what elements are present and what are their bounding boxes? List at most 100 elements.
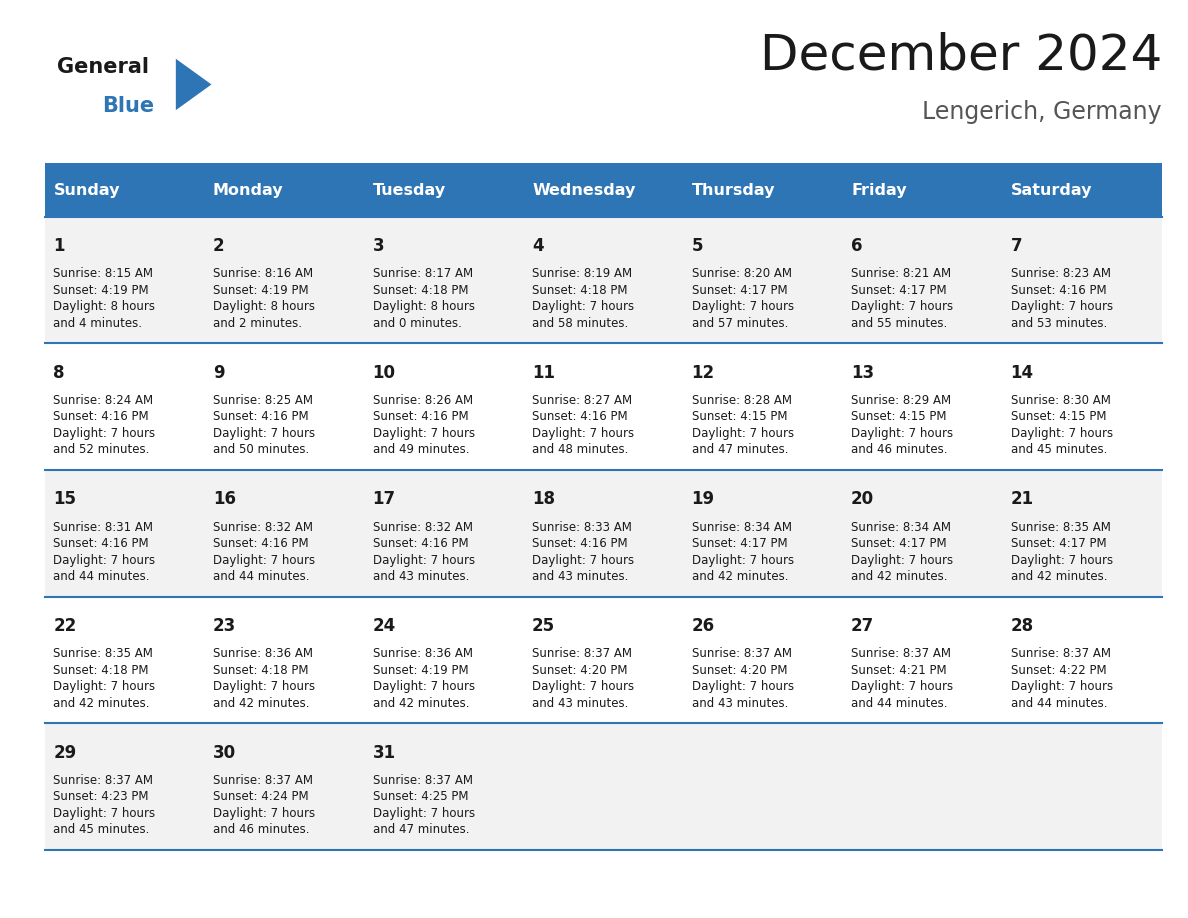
Text: Daylight: 7 hours: Daylight: 7 hours xyxy=(53,680,156,693)
Text: General: General xyxy=(57,58,148,77)
Text: Daylight: 8 hours: Daylight: 8 hours xyxy=(373,300,474,313)
Text: and 49 minutes.: and 49 minutes. xyxy=(373,443,469,456)
Text: Sunrise: 8:37 AM: Sunrise: 8:37 AM xyxy=(851,647,952,660)
Text: Sunset: 4:16 PM: Sunset: 4:16 PM xyxy=(53,410,148,423)
Text: Daylight: 7 hours: Daylight: 7 hours xyxy=(851,554,953,566)
Text: Sunset: 4:16 PM: Sunset: 4:16 PM xyxy=(53,537,148,550)
Text: Sunrise: 8:15 AM: Sunrise: 8:15 AM xyxy=(53,267,153,280)
Text: and 42 minutes.: and 42 minutes. xyxy=(691,570,788,583)
Text: Sunrise: 8:23 AM: Sunrise: 8:23 AM xyxy=(1011,267,1111,280)
Text: and 48 minutes.: and 48 minutes. xyxy=(532,443,628,456)
Text: Sunrise: 8:17 AM: Sunrise: 8:17 AM xyxy=(373,267,473,280)
Bar xyxy=(524,163,683,217)
Text: 9: 9 xyxy=(213,364,225,382)
Text: Sunrise: 8:26 AM: Sunrise: 8:26 AM xyxy=(373,394,473,407)
Text: Sunset: 4:19 PM: Sunset: 4:19 PM xyxy=(213,284,309,297)
Text: Daylight: 7 hours: Daylight: 7 hours xyxy=(532,427,634,440)
Text: Daylight: 7 hours: Daylight: 7 hours xyxy=(1011,300,1113,313)
Text: 27: 27 xyxy=(851,617,874,635)
Text: Daylight: 7 hours: Daylight: 7 hours xyxy=(1011,554,1113,566)
Text: Saturday: Saturday xyxy=(1011,183,1092,197)
Text: 26: 26 xyxy=(691,617,715,635)
Bar xyxy=(45,723,1162,850)
Text: and 44 minutes.: and 44 minutes. xyxy=(213,570,310,583)
Text: 12: 12 xyxy=(691,364,715,382)
Text: Sunrise: 8:36 AM: Sunrise: 8:36 AM xyxy=(373,647,473,660)
Text: and 44 minutes.: and 44 minutes. xyxy=(851,697,948,710)
Text: Sunset: 4:20 PM: Sunset: 4:20 PM xyxy=(691,664,788,677)
Text: Daylight: 7 hours: Daylight: 7 hours xyxy=(53,427,156,440)
Text: 31: 31 xyxy=(373,744,396,762)
Text: 15: 15 xyxy=(53,490,76,509)
Text: Monday: Monday xyxy=(213,183,284,197)
Text: Tuesday: Tuesday xyxy=(373,183,446,197)
Text: Sunset: 4:16 PM: Sunset: 4:16 PM xyxy=(213,410,309,423)
Text: Friday: Friday xyxy=(851,183,906,197)
Text: 17: 17 xyxy=(373,490,396,509)
Text: Daylight: 7 hours: Daylight: 7 hours xyxy=(213,554,315,566)
Text: Sunset: 4:24 PM: Sunset: 4:24 PM xyxy=(213,790,309,803)
Text: 23: 23 xyxy=(213,617,236,635)
Bar xyxy=(45,163,204,217)
Text: Daylight: 7 hours: Daylight: 7 hours xyxy=(1011,680,1113,693)
Bar xyxy=(45,343,1162,470)
Text: Sunrise: 8:21 AM: Sunrise: 8:21 AM xyxy=(851,267,952,280)
Text: Daylight: 7 hours: Daylight: 7 hours xyxy=(373,680,475,693)
Text: 24: 24 xyxy=(373,617,396,635)
Text: and 43 minutes.: and 43 minutes. xyxy=(532,697,628,710)
Bar xyxy=(45,470,1162,597)
Text: and 52 minutes.: and 52 minutes. xyxy=(53,443,150,456)
Text: Sunrise: 8:32 AM: Sunrise: 8:32 AM xyxy=(213,521,312,533)
Text: Daylight: 8 hours: Daylight: 8 hours xyxy=(53,300,156,313)
Text: Sunrise: 8:32 AM: Sunrise: 8:32 AM xyxy=(373,521,473,533)
Text: Sunset: 4:18 PM: Sunset: 4:18 PM xyxy=(373,284,468,297)
Text: Daylight: 7 hours: Daylight: 7 hours xyxy=(213,427,315,440)
Text: Sunset: 4:22 PM: Sunset: 4:22 PM xyxy=(1011,664,1106,677)
Text: Sunset: 4:15 PM: Sunset: 4:15 PM xyxy=(1011,410,1106,423)
Text: Wednesday: Wednesday xyxy=(532,183,636,197)
Text: Daylight: 7 hours: Daylight: 7 hours xyxy=(691,427,794,440)
Text: and 42 minutes.: and 42 minutes. xyxy=(53,697,150,710)
Text: Sunrise: 8:16 AM: Sunrise: 8:16 AM xyxy=(213,267,314,280)
Text: Sunrise: 8:28 AM: Sunrise: 8:28 AM xyxy=(691,394,791,407)
Text: Sunset: 4:16 PM: Sunset: 4:16 PM xyxy=(1011,284,1106,297)
Text: Blue: Blue xyxy=(102,96,154,116)
Text: Daylight: 7 hours: Daylight: 7 hours xyxy=(532,300,634,313)
Text: Daylight: 7 hours: Daylight: 7 hours xyxy=(53,807,156,820)
Text: Sunset: 4:19 PM: Sunset: 4:19 PM xyxy=(373,664,468,677)
Bar xyxy=(1003,163,1162,217)
Text: and 43 minutes.: and 43 minutes. xyxy=(532,570,628,583)
Text: Sunset: 4:15 PM: Sunset: 4:15 PM xyxy=(851,410,947,423)
Text: Daylight: 7 hours: Daylight: 7 hours xyxy=(1011,427,1113,440)
Text: Sunset: 4:16 PM: Sunset: 4:16 PM xyxy=(373,410,468,423)
Text: Daylight: 8 hours: Daylight: 8 hours xyxy=(213,300,315,313)
Text: Sunset: 4:17 PM: Sunset: 4:17 PM xyxy=(1011,537,1106,550)
Text: 7: 7 xyxy=(1011,237,1022,255)
Text: and 44 minutes.: and 44 minutes. xyxy=(53,570,150,583)
Text: 22: 22 xyxy=(53,617,77,635)
Text: Sunset: 4:17 PM: Sunset: 4:17 PM xyxy=(691,284,788,297)
Text: and 46 minutes.: and 46 minutes. xyxy=(213,823,310,836)
Text: 11: 11 xyxy=(532,364,555,382)
Text: Sunset: 4:19 PM: Sunset: 4:19 PM xyxy=(53,284,148,297)
Bar xyxy=(365,163,524,217)
Polygon shape xyxy=(176,59,211,110)
Text: Sunrise: 8:20 AM: Sunrise: 8:20 AM xyxy=(691,267,791,280)
Text: 10: 10 xyxy=(373,364,396,382)
Text: Sunrise: 8:27 AM: Sunrise: 8:27 AM xyxy=(532,394,632,407)
Text: Sunset: 4:18 PM: Sunset: 4:18 PM xyxy=(532,284,627,297)
Text: and 46 minutes.: and 46 minutes. xyxy=(851,443,948,456)
Text: Lengerich, Germany: Lengerich, Germany xyxy=(922,100,1162,124)
Text: and 4 minutes.: and 4 minutes. xyxy=(53,317,143,330)
Text: and 43 minutes.: and 43 minutes. xyxy=(691,697,788,710)
Text: and 58 minutes.: and 58 minutes. xyxy=(532,317,628,330)
Text: Sunset: 4:16 PM: Sunset: 4:16 PM xyxy=(532,537,627,550)
Text: 3: 3 xyxy=(373,237,384,255)
Bar xyxy=(204,163,365,217)
Bar xyxy=(45,217,1162,343)
Text: and 53 minutes.: and 53 minutes. xyxy=(1011,317,1107,330)
Text: Daylight: 7 hours: Daylight: 7 hours xyxy=(691,554,794,566)
Text: Sunrise: 8:25 AM: Sunrise: 8:25 AM xyxy=(213,394,312,407)
Text: Sunset: 4:21 PM: Sunset: 4:21 PM xyxy=(851,664,947,677)
Text: Sunset: 4:16 PM: Sunset: 4:16 PM xyxy=(373,537,468,550)
